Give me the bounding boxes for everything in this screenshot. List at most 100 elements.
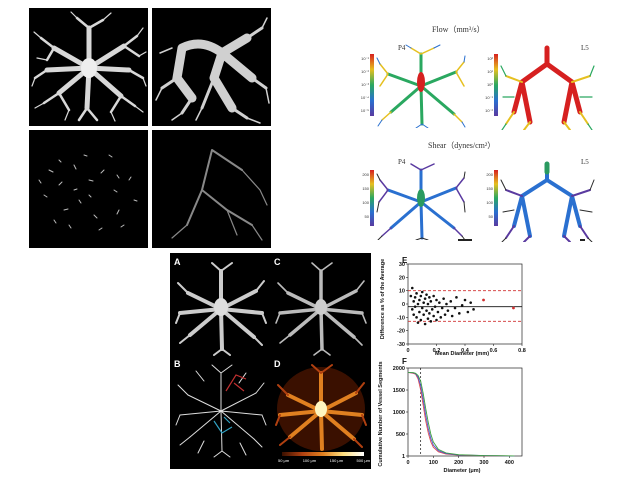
panel-abcd: 50 μm 100 μm 150 μm 500 μm A C B D: [170, 253, 371, 469]
chart-e-point: [426, 302, 430, 306]
flow-tree-p4: [376, 44, 466, 128]
flow-left-label: P4: [398, 44, 406, 52]
flow-left-tick: 10⁻¹: [361, 56, 369, 61]
shear-p4-scale-bar: [458, 239, 472, 241]
chart-e-ytick-label: -20: [397, 329, 405, 335]
chart-e-point: [410, 308, 414, 311]
chart-f-ytick-label: 500: [396, 432, 405, 438]
chart-e-point: [453, 306, 457, 310]
chart-e-point: [428, 296, 431, 299]
shear-tree-l5: [500, 161, 595, 242]
shear-title: Shear（dynes/cm²）: [428, 141, 496, 150]
colorbar-tick: 100 μm: [302, 458, 317, 463]
chart-e-point: [409, 294, 413, 298]
chart-e-point: [412, 313, 415, 316]
chart-e-point: [460, 304, 464, 307]
chart-e-point: [442, 297, 445, 300]
chart-e-xlabel: Mean Diameter (mm): [435, 351, 489, 357]
chart-e-point: [430, 308, 434, 311]
chart-e-point: [420, 306, 424, 310]
shear-left-tick: 150: [362, 186, 369, 191]
chart-f-cumulative: F Cumulative Number of Vessel Segments D…: [378, 357, 523, 474]
chart-e-point: [433, 305, 437, 308]
vessel-tree-image: [171, 149, 268, 241]
chart-e-ytick-label: 30: [399, 262, 405, 268]
panel-label-a: A: [174, 257, 181, 267]
shear-right-label: L5: [581, 158, 589, 166]
chart-e-point: [472, 308, 475, 311]
diameter-colorbar-ticks: 50 μm 100 μm 150 μm 500 μm: [278, 458, 370, 463]
shear-right-colorbar: [494, 170, 498, 226]
flow-right-tick: 10⁻²: [485, 108, 493, 113]
colorbar-tick: 50 μm: [278, 458, 290, 463]
chart-e-point: [440, 306, 444, 310]
panel-label-c: C: [274, 257, 281, 267]
vessel-tree-image: [31, 11, 147, 122]
chart-e-point: [413, 296, 417, 299]
chart-e-point: [449, 300, 453, 303]
flow-title: Flow（mm³/s）: [432, 25, 485, 34]
chart-e-point: [428, 312, 431, 315]
chart-f-xtick-label: 400: [505, 460, 514, 466]
panel-vessel-dim-2: [152, 130, 271, 248]
chart-e-point: [458, 312, 461, 315]
chart-e-point: [432, 294, 435, 298]
chart-f-xtick-label: 200: [454, 460, 463, 466]
chart-e-point: [416, 302, 420, 306]
chart-e-point: [419, 318, 423, 322]
chart-f-ytick-label: 1500: [393, 388, 405, 394]
chart-e-ytick-label: 20: [399, 275, 405, 281]
chart-e-point: [415, 316, 418, 319]
shear-right-tick: 150: [486, 186, 493, 191]
chart-e-point: [439, 316, 443, 319]
vessel-skeleton-b: [175, 364, 267, 458]
flow-right-tick: 10⁻¹: [485, 95, 493, 100]
chart-e-point: [463, 298, 467, 302]
chart-e-point: [410, 286, 414, 290]
chart-e-point: [426, 317, 430, 320]
vessel-diameter-map-d: [275, 364, 367, 451]
chart-e-point: [435, 298, 438, 302]
chart-e-point: [436, 310, 440, 314]
shear-tree-p4: [376, 163, 466, 240]
chart-e-point: [446, 309, 450, 312]
flow-right-label: L5: [581, 44, 589, 52]
panel-vessel-bright-2: [152, 8, 271, 126]
flow-left-colorbar: [370, 54, 374, 116]
chart-e-xtick-label: 0.4: [461, 348, 470, 354]
chart-e-point: [429, 300, 433, 303]
shear-left-ticks: 200 150 100 50: [354, 168, 369, 224]
chart-e-bland-altman: E Difference as % of the Average Mean Di…: [380, 256, 526, 357]
chart-e-xtick-label: 0.6: [490, 348, 498, 354]
flow-right-colorbar: [494, 54, 498, 116]
panel-label-f: F: [402, 357, 407, 366]
chart-e-ytick-label: -30: [397, 342, 405, 348]
chart-f-ytick-label: 2000: [393, 366, 405, 372]
chart-e-point: [443, 313, 447, 316]
panel-label-b: B: [174, 359, 181, 369]
shear-left-tick: 200: [362, 172, 369, 177]
shear-right-tick: 50: [488, 214, 493, 219]
chart-e-point: [423, 297, 427, 300]
flow-right-ticks: 10² 10¹ 10⁰ 10⁻¹ 10⁻²: [480, 52, 493, 117]
chart-e-point: [415, 292, 418, 295]
flow-tree-l5: [500, 45, 595, 130]
panel-vessel-sparse-1: [29, 130, 148, 248]
chart-e-ylabel: Difference as % of the Average: [380, 259, 386, 339]
vessel-render-a: [175, 262, 267, 356]
chart-e-xtick-label: 0.8: [518, 348, 526, 354]
colorbar-tick: 150 μm: [329, 458, 344, 463]
flow-right-tick: 10⁰: [486, 82, 493, 87]
panel-label-d: D: [274, 359, 281, 369]
chart-e-point: [425, 309, 428, 312]
chart-e-point: [418, 310, 421, 314]
flow-left-tick: 10⁻⁵: [360, 108, 369, 113]
chart-e-point: [450, 314, 454, 318]
shear-left-label: P4: [398, 158, 406, 166]
chart-e-point: [429, 320, 433, 323]
flow-left-ticks: 10⁻¹ 10⁻² 10⁻³ 10⁻⁴ 10⁻⁵: [356, 52, 369, 117]
vessel-tree-image: [155, 17, 270, 124]
chart-f-xtick-label: 100: [429, 460, 438, 466]
chart-e-point: [422, 313, 425, 316]
chart-e-point: [422, 301, 425, 304]
